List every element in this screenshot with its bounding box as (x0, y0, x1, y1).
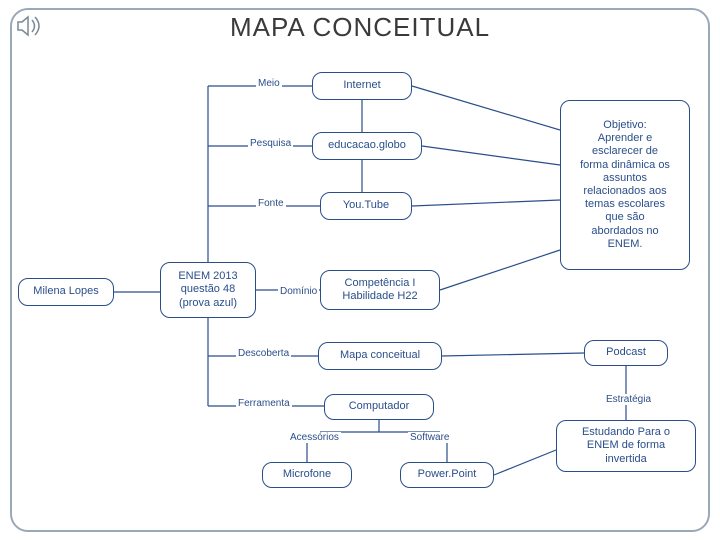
node-competencia: Competência I Habilidade H22 (320, 270, 440, 310)
label-fonte: Fonte (256, 198, 286, 209)
node-enem: ENEM 2013 questão 48 (prova azul) (160, 262, 256, 318)
label-descoberta: Descoberta (236, 348, 291, 359)
node-microfone: Microfone (262, 462, 352, 488)
node-mapa-conceitual: Mapa conceitual (318, 342, 442, 370)
node-objetivo: Objetivo: Aprender e esclarecer de forma… (560, 100, 690, 270)
node-educacao-globo: educacao.globo (312, 132, 422, 160)
label-estrategia: Estratégia (604, 394, 653, 405)
label-ferramenta: Ferramenta (236, 398, 292, 409)
node-milena: Milena Lopes (18, 278, 114, 306)
node-estudando: Estudando Para o ENEM de forma invertida (556, 420, 696, 472)
label-pesquisa: Pesquisa (248, 138, 293, 149)
label-dominio: Domínio (278, 286, 319, 297)
label-meio: Meio (256, 78, 282, 89)
page-title: MAPA CONCEITUAL (0, 12, 720, 43)
node-computador: Computador (324, 394, 434, 420)
label-acessorios: Acessórios (288, 432, 341, 443)
node-internet: Internet (312, 72, 412, 100)
node-youtube: You.Tube (320, 192, 412, 220)
label-software: Software (408, 432, 451, 443)
node-podcast: Podcast (584, 340, 668, 366)
node-powerpoint: Power.Point (400, 462, 494, 488)
